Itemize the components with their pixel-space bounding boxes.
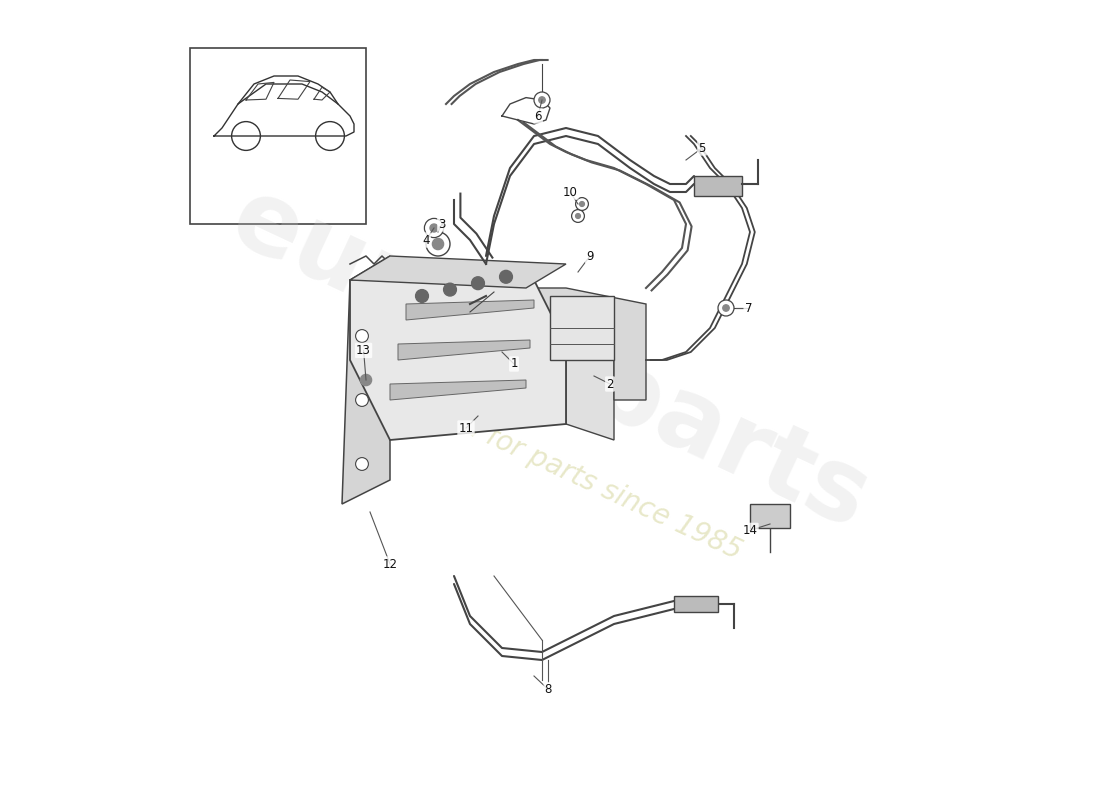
Circle shape xyxy=(426,232,450,256)
Circle shape xyxy=(723,305,729,311)
Polygon shape xyxy=(566,320,614,440)
Text: 6: 6 xyxy=(535,110,541,122)
Polygon shape xyxy=(550,296,614,360)
Circle shape xyxy=(361,374,372,386)
Text: 7: 7 xyxy=(745,302,752,314)
Circle shape xyxy=(539,97,546,103)
Circle shape xyxy=(416,290,428,302)
Text: 5: 5 xyxy=(698,142,706,154)
Circle shape xyxy=(572,210,584,222)
Bar xyxy=(750,504,790,528)
Polygon shape xyxy=(350,256,566,288)
FancyBboxPatch shape xyxy=(190,48,366,224)
Text: europeparts: europeparts xyxy=(216,170,884,550)
Circle shape xyxy=(575,198,589,210)
Text: 13: 13 xyxy=(356,344,371,357)
Polygon shape xyxy=(406,300,534,320)
Bar xyxy=(694,176,743,196)
Polygon shape xyxy=(534,288,646,400)
Text: 12: 12 xyxy=(383,558,397,570)
Circle shape xyxy=(425,218,443,238)
Text: 9: 9 xyxy=(586,250,594,262)
Text: 8: 8 xyxy=(544,683,552,696)
Circle shape xyxy=(580,202,584,206)
Circle shape xyxy=(499,270,513,283)
Polygon shape xyxy=(398,340,530,360)
Polygon shape xyxy=(350,264,566,440)
Text: 11: 11 xyxy=(459,422,473,434)
Circle shape xyxy=(355,394,368,406)
Circle shape xyxy=(355,458,368,470)
Text: 10: 10 xyxy=(562,186,578,198)
Circle shape xyxy=(355,330,368,342)
Polygon shape xyxy=(390,380,526,400)
Circle shape xyxy=(443,283,456,296)
Circle shape xyxy=(432,238,443,250)
Circle shape xyxy=(534,92,550,108)
Text: 2: 2 xyxy=(606,378,614,390)
Text: 4: 4 xyxy=(422,234,430,246)
Circle shape xyxy=(472,277,484,290)
Circle shape xyxy=(430,224,438,232)
Polygon shape xyxy=(342,256,390,504)
Text: 1: 1 xyxy=(510,358,518,370)
Text: 14: 14 xyxy=(742,524,758,537)
Bar xyxy=(674,596,718,612)
Circle shape xyxy=(575,214,581,218)
Circle shape xyxy=(718,300,734,316)
Text: a passion for parts since 1985: a passion for parts since 1985 xyxy=(354,362,746,566)
Text: 3: 3 xyxy=(438,218,446,230)
